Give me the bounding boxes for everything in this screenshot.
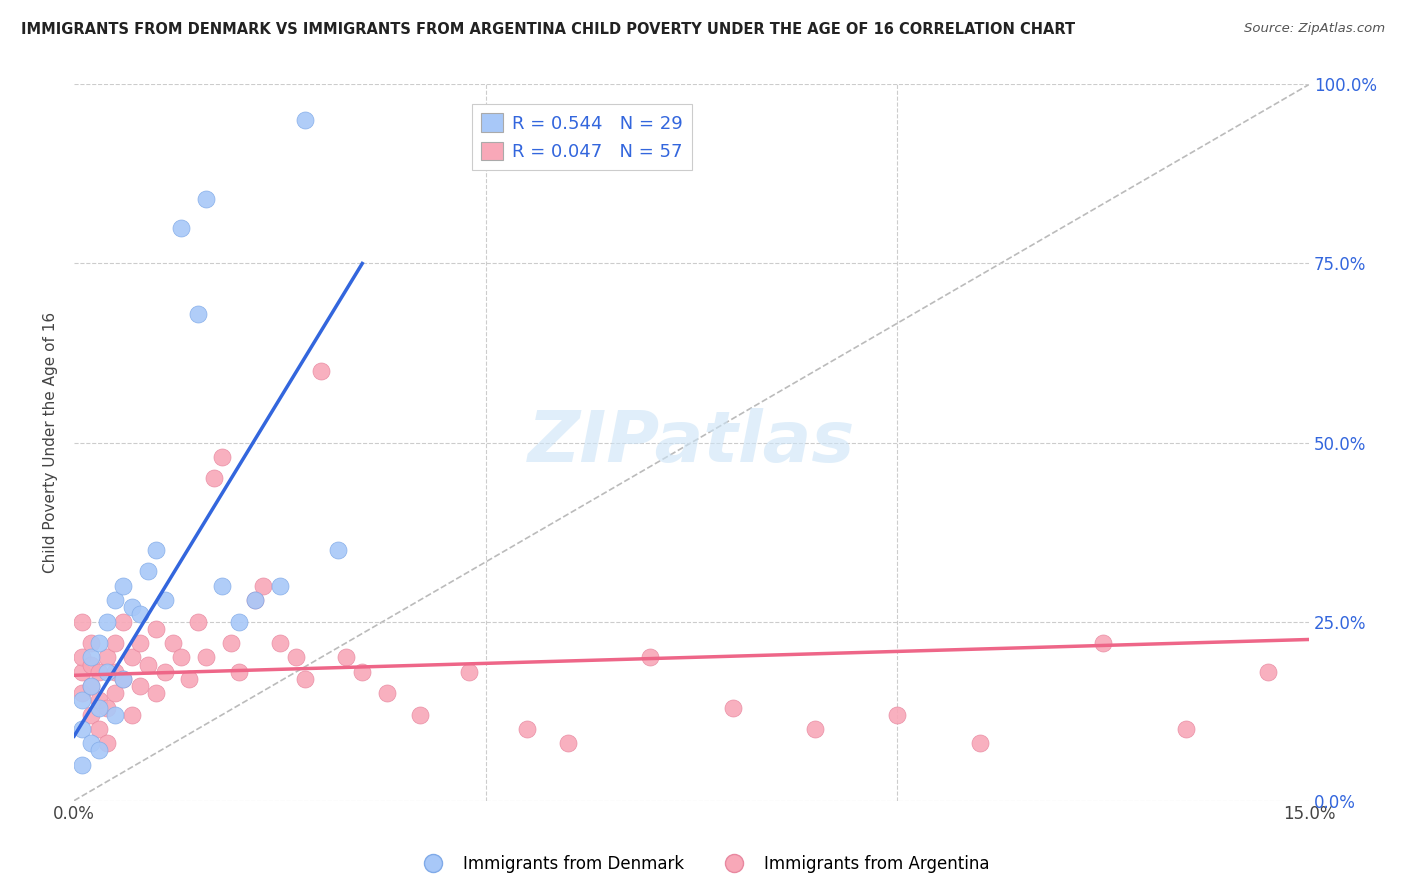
Point [194,192,217,206]
Point [969,736,991,750]
Point [352,665,374,679]
Point [121,650,143,665]
Legend: R = 0.544   N = 29, R = 0.047   N = 57: R = 0.544 N = 29, R = 0.047 N = 57 [472,104,692,170]
Legend: Immigrants from Denmark, Immigrants from Argentina: Immigrants from Denmark, Immigrants from… [409,848,997,880]
Point [1092,636,1115,650]
Text: Source: ZipAtlas.com: Source: ZipAtlas.com [1244,22,1385,36]
Point [87,636,110,650]
Point [79,736,101,750]
Text: IMMIGRANTS FROM DENMARK VS IMMIGRANTS FROM ARGENTINA CHILD POVERTY UNDER THE AGE: IMMIGRANTS FROM DENMARK VS IMMIGRANTS FR… [21,22,1076,37]
Point [1174,722,1197,736]
Point [162,636,184,650]
Point [245,593,267,607]
Point [79,636,101,650]
Point [170,220,193,235]
Point [269,579,291,593]
Point [79,707,101,722]
Point [79,679,101,693]
Point [72,693,94,707]
Point [136,565,159,579]
Point [72,650,94,665]
Point [72,722,94,736]
Point [194,650,217,665]
Point [129,679,152,693]
Point [145,622,167,636]
Point [72,686,94,700]
Point [87,700,110,714]
Point [104,665,127,679]
Point [179,672,201,686]
Point [79,657,101,672]
Point [211,579,233,593]
Point [104,636,127,650]
Point [409,707,432,722]
Point [121,600,143,615]
Point [294,672,316,686]
Point [886,707,908,722]
Point [285,650,308,665]
Point [79,650,101,665]
Point [187,615,209,629]
Point [112,579,135,593]
Point [104,593,127,607]
Point [219,636,242,650]
Point [228,665,250,679]
Point [129,607,152,622]
Point [87,722,110,736]
Point [309,364,332,378]
Point [104,686,127,700]
Point [640,650,662,665]
Point [96,650,118,665]
Point [145,686,167,700]
Point [87,665,110,679]
Point [87,743,110,757]
Point [245,593,267,607]
Point [96,615,118,629]
Point [458,665,481,679]
Point [72,665,94,679]
Point [252,579,274,593]
Point [335,650,357,665]
Point [96,700,118,714]
Point [136,657,159,672]
Point [129,636,152,650]
Point [112,672,135,686]
Point [112,615,135,629]
Point [96,736,118,750]
Point [72,757,94,772]
Point [294,113,316,128]
Text: ZIPatlas: ZIPatlas [527,408,855,477]
Point [153,665,176,679]
Point [557,736,579,750]
Point [211,450,233,464]
Point [804,722,827,736]
Point [112,672,135,686]
Point [96,665,118,679]
Point [326,543,349,558]
Point [104,707,127,722]
Point [72,615,94,629]
Point [145,543,167,558]
Point [202,471,225,485]
Point [170,650,193,665]
Y-axis label: Child Poverty Under the Age of 16: Child Poverty Under the Age of 16 [44,312,58,573]
Point [228,615,250,629]
Point [153,593,176,607]
Point [79,679,101,693]
Point [1257,665,1279,679]
Point [87,693,110,707]
Point [375,686,398,700]
Point [269,636,291,650]
Point [721,700,744,714]
Point [516,722,538,736]
Point [187,307,209,321]
Point [121,707,143,722]
